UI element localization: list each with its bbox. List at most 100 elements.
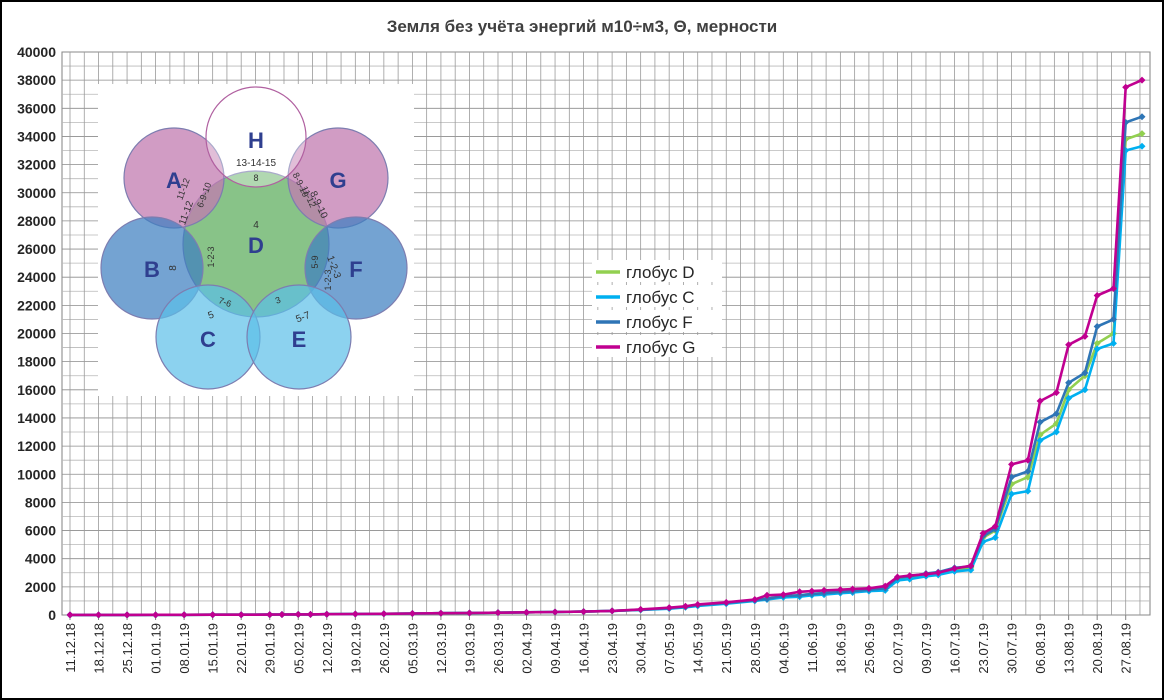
- data-point: [1138, 113, 1146, 121]
- data-point: [1036, 397, 1044, 405]
- x-axis: 11.12.18 18.12.18 25.12.18 01.01.19 08.01.19…: [63, 615, 1134, 674]
- data-point: [494, 609, 502, 617]
- x-tick-label: 12.03.19: [434, 623, 449, 674]
- diagram-circle-b: [100, 216, 204, 320]
- data-point: [1052, 428, 1060, 436]
- data-point: [608, 607, 616, 615]
- y-tick-label: 6000: [25, 523, 56, 539]
- x-tick-label: 23.04.19: [605, 623, 620, 674]
- y-tick-label: 22000: [17, 297, 56, 313]
- diagram-circle-e: [246, 284, 352, 390]
- data-point: [967, 562, 975, 570]
- data-point: [1036, 436, 1044, 444]
- x-tick-label: 18.12.18: [92, 623, 107, 674]
- y-tick-label: 16000: [17, 382, 56, 398]
- data-point: [1065, 341, 1073, 349]
- data-point: [779, 591, 787, 599]
- data-point: [465, 609, 473, 617]
- data-point: [906, 572, 914, 580]
- x-tick-label: 22.01.19: [234, 623, 249, 674]
- x-tick-label: 11.06.19: [805, 623, 820, 673]
- x-tick-label: 23.07.19: [976, 623, 991, 674]
- data-point: [306, 610, 314, 618]
- data-point: [637, 605, 645, 613]
- diagram-small-label: 8: [253, 173, 258, 183]
- data-point: [1024, 456, 1032, 464]
- x-tick-label: 25.06.19: [862, 623, 877, 674]
- legend-entry: глобус F: [626, 313, 693, 332]
- data-point: [323, 610, 331, 618]
- x-tick-label: 11.12.18: [63, 623, 78, 673]
- data-point: [152, 611, 160, 619]
- y-tick-label: 38000: [17, 72, 56, 88]
- data-point: [1138, 142, 1146, 150]
- data-point: [1036, 418, 1044, 426]
- data-point: [665, 604, 673, 612]
- diagram-region-number: 4: [253, 220, 259, 231]
- x-tick-label: 13.08.19: [1062, 623, 1077, 674]
- data-point: [1052, 410, 1060, 418]
- y-tick-label: 36000: [17, 100, 56, 116]
- diagram-small-label: 7-6: [217, 295, 233, 309]
- data-point: [523, 608, 531, 616]
- y-tick-label: 2000: [25, 579, 56, 595]
- x-tick-label: 19.03.19: [462, 623, 477, 674]
- x-tick-label: 02.04.19: [520, 623, 535, 674]
- y-axis: 0 2000 4000 6000 8000 10000 12000 14000 16000 180…: [17, 44, 56, 623]
- data-point: [294, 610, 302, 618]
- data-point: [836, 586, 844, 594]
- y-tick-label: 4000: [25, 551, 56, 567]
- data-point: [979, 529, 987, 537]
- diagram-circle-label: G: [329, 168, 346, 193]
- y-tick-label: 14000: [17, 410, 56, 426]
- legend-entry: глобус D: [626, 263, 695, 282]
- x-tick-label: 12.02.19: [320, 623, 335, 674]
- x-tick-label: 07.05.19: [662, 623, 677, 674]
- data-point: [1081, 369, 1089, 377]
- legend-bg: [592, 335, 722, 357]
- diagram-circle-f: [304, 216, 408, 320]
- data-point: [751, 596, 759, 604]
- x-tick-label: 18.06.19: [833, 623, 848, 674]
- data-point: [1109, 315, 1117, 323]
- data-point: [681, 602, 689, 610]
- y-tick-label: 24000: [17, 269, 56, 285]
- legend-bg: [592, 285, 722, 307]
- x-tick-label: 02.07.19: [890, 623, 905, 674]
- data-point: [123, 611, 131, 619]
- data-point: [849, 585, 857, 593]
- y-tick-label: 10000: [17, 466, 56, 482]
- x-tick-label: 01.01.19: [149, 623, 164, 674]
- x-tick-label: 25.12.18: [120, 623, 135, 674]
- x-tick-label: 05.02.19: [291, 623, 306, 674]
- data-point: [437, 609, 445, 617]
- data-point: [1093, 291, 1101, 299]
- y-tick-label: 30000: [17, 185, 56, 201]
- x-tick-label: 26.02.19: [377, 623, 392, 674]
- x-tick-label: 27.08.19: [1119, 623, 1134, 674]
- data-point: [1138, 76, 1146, 84]
- y-tick-label: 32000: [17, 157, 56, 173]
- data-point: [722, 598, 730, 606]
- y-tick-label: 18000: [17, 354, 56, 370]
- diagram-small-label: 3: [274, 295, 282, 306]
- data-point: [922, 570, 930, 578]
- x-tick-label: 16.07.19: [948, 623, 963, 674]
- legend-bg: [592, 310, 722, 332]
- data-point: [1081, 386, 1089, 394]
- diagram-small-label: 1-2-3: [323, 269, 333, 290]
- data-point: [1052, 389, 1060, 397]
- data-point: [209, 611, 217, 619]
- diagram-circle-label: F: [349, 257, 362, 282]
- legend-entry: глобус G: [626, 338, 696, 357]
- data-point: [1109, 284, 1117, 292]
- y-tick-label: 20000: [17, 326, 56, 342]
- series-lines: [66, 76, 1146, 619]
- x-tick-label: 14.05.19: [691, 623, 706, 674]
- data-point: [1008, 490, 1016, 498]
- data-point: [1024, 487, 1032, 495]
- data-point: [408, 610, 416, 618]
- y-tick-label: 34000: [17, 128, 56, 144]
- data-point: [820, 586, 828, 594]
